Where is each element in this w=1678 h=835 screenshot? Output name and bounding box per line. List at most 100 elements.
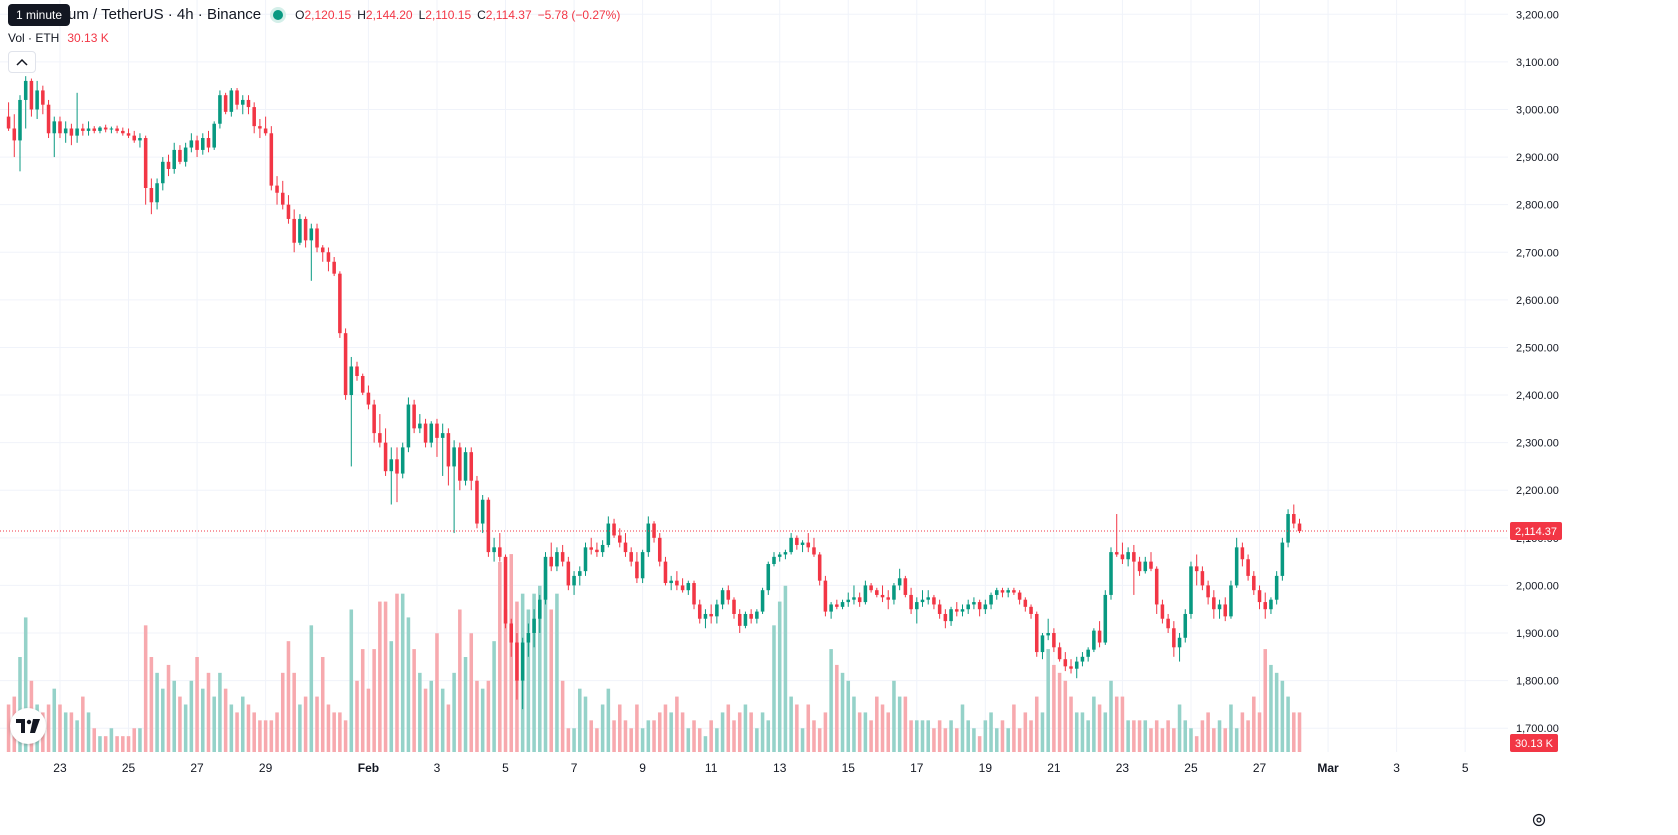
volume-bar — [378, 601, 382, 752]
market-status-icon[interactable] — [273, 9, 284, 20]
volume-bar — [1012, 704, 1016, 752]
volume-bar — [252, 712, 256, 752]
symbol-title[interactable]: um / TetherUS · 4h · Binance — [68, 6, 262, 23]
y-tick-label: 2,600.00 — [1516, 295, 1559, 307]
time-axis[interactable]: 23 25 27 29 Feb 3 5 7 9 11 13 15 17 19 21 23 25 27 Mar 3 5 — [53, 761, 1469, 775]
volume-bar — [875, 696, 879, 752]
volume-bar — [258, 720, 262, 752]
volume-bar — [458, 609, 462, 752]
volume-bar — [583, 696, 588, 752]
candle-body — [446, 433, 451, 467]
candle-body — [686, 583, 691, 591]
candle-body — [589, 547, 593, 550]
volume-bar — [1223, 728, 1228, 752]
candle-body — [566, 561, 571, 586]
candle-body — [1292, 514, 1296, 524]
candle-body — [1126, 552, 1130, 560]
volume-bar — [452, 672, 456, 752]
volume-bar — [1177, 704, 1182, 752]
candle-body — [635, 561, 639, 579]
last-volume-label: 30.13 K — [1515, 738, 1554, 750]
volume-bar — [560, 680, 565, 752]
candle-body — [469, 452, 474, 481]
candle-body — [812, 547, 816, 555]
change-value: −5.78 (−0.27%) — [537, 7, 621, 22]
tradingview-logo-icon[interactable] — [10, 708, 46, 744]
candle-body — [1103, 594, 1108, 643]
candle-body — [1297, 523, 1302, 532]
candle-body — [246, 99, 251, 108]
volume-bar — [589, 720, 593, 752]
candle-body — [532, 618, 536, 634]
last-price-label: 2,114.37 — [1515, 526, 1557, 538]
symbol-legend[interactable]: um / TetherUS · 4h · Binance O2,120.15 H… — [8, 6, 620, 23]
x-tick-label: 5 — [1462, 761, 1469, 775]
candle-body — [1149, 561, 1153, 569]
volume-bar — [92, 728, 97, 752]
volume-bar — [989, 712, 993, 752]
price-axis[interactable]: 3,200.00 3,100.00 3,000.00 2,900.00 2,800.00… — [1516, 9, 1559, 735]
volume-bar — [1194, 736, 1199, 752]
volume-bar — [966, 720, 970, 752]
candle-body — [1263, 602, 1268, 610]
volume-bar — [629, 728, 633, 752]
volume-bar — [1183, 720, 1188, 752]
volume-bar — [892, 680, 896, 752]
volume-bar — [1229, 704, 1233, 752]
volume-bar — [1034, 696, 1039, 752]
candle-body — [897, 578, 902, 586]
candle-body — [1194, 566, 1199, 572]
candle-body — [692, 583, 696, 605]
volume-bar — [1292, 712, 1296, 752]
x-tick-label: 25 — [1184, 761, 1198, 775]
candle-body — [235, 90, 239, 105]
volume-bar — [155, 672, 159, 752]
candle-body — [395, 459, 399, 474]
volume-bar — [69, 712, 74, 752]
volume-bar — [400, 593, 405, 752]
volume-bar — [897, 696, 902, 752]
candle-body — [1274, 575, 1279, 600]
volume-bar — [538, 585, 542, 752]
volume-bar — [812, 720, 816, 752]
candle-body — [29, 80, 34, 110]
candle-body — [560, 552, 565, 562]
volume-bar — [675, 696, 679, 752]
volume-bar — [366, 688, 371, 752]
candle-body — [1132, 552, 1136, 562]
candle-body — [258, 126, 262, 129]
candle-body — [806, 542, 811, 548]
volume-bar — [229, 704, 234, 752]
candle-body — [166, 161, 171, 169]
volume-legend[interactable]: Vol · ETH 30.13 K — [8, 31, 109, 45]
candle-body — [1166, 618, 1170, 629]
candle-body — [515, 642, 519, 681]
candle-body — [320, 247, 325, 253]
volume-bar — [1217, 720, 1222, 752]
candle-body — [126, 133, 131, 136]
candle-body — [972, 602, 976, 605]
candle-body — [435, 423, 439, 438]
candle-body — [1154, 568, 1159, 605]
collapse-legend-button[interactable] — [8, 51, 36, 73]
candle-body — [1234, 547, 1239, 586]
chart-settings-button[interactable] — [1530, 811, 1548, 829]
x-tick-label: 5 — [502, 761, 509, 775]
chevron-up-icon — [16, 58, 28, 66]
candle-body — [680, 585, 685, 591]
candle-body — [315, 228, 319, 248]
volume-bar — [315, 696, 319, 752]
gear-icon — [1532, 813, 1546, 827]
candle-body — [201, 138, 205, 150]
volume-bar — [743, 704, 748, 752]
candle-body — [1183, 613, 1188, 638]
volume-bar — [1154, 720, 1159, 752]
candle-body — [109, 128, 114, 130]
candle-body — [1097, 630, 1102, 643]
close-value: 2,114.37 — [485, 7, 532, 22]
volume-bar — [1114, 696, 1119, 752]
candle-body — [92, 128, 97, 131]
volume-bar — [235, 712, 239, 752]
volume-bar — [1029, 720, 1033, 752]
